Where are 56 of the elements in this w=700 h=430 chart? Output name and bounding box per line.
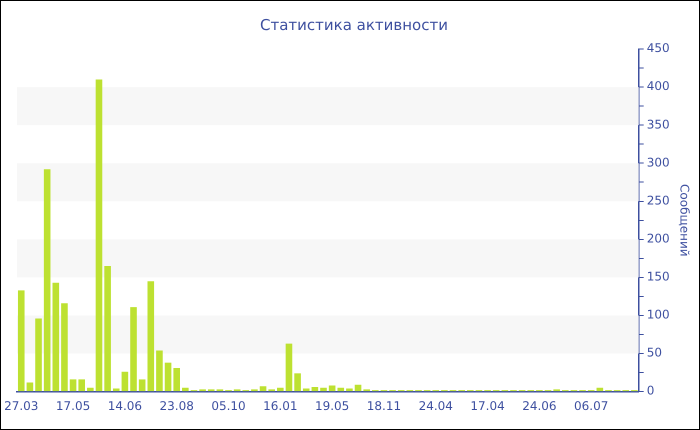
x-tick-label: 14.06 [108, 398, 142, 413]
bar [156, 350, 163, 392]
bar [18, 290, 25, 392]
y-tick-label: 250 [646, 193, 670, 208]
bar [328, 386, 336, 392]
bar [52, 282, 60, 392]
y-tick-label: 200 [646, 231, 670, 246]
bar [182, 388, 189, 392]
bar [104, 266, 111, 392]
x-tick-label: 18.11 [366, 398, 402, 413]
x-tick-label: 24.04 [418, 398, 453, 413]
y-axis-title: Сообщений [678, 184, 692, 257]
x-tick-label: 17.04 [470, 398, 505, 413]
bar [87, 388, 94, 392]
x-tick-label: 24.06 [522, 398, 557, 413]
y-tick-label: 50 [646, 346, 662, 360]
bar [70, 379, 76, 392]
x-tick-label: 27.03 [4, 398, 38, 413]
bar [260, 386, 266, 392]
bar [164, 362, 172, 392]
bar [112, 388, 120, 392]
bar [320, 388, 327, 392]
y-tick-label: 300 [646, 155, 670, 170]
x-tick-label: 17.05 [56, 398, 90, 413]
x-tick-label: 05.10 [211, 398, 246, 413]
y-tick-label: 450 [646, 41, 670, 56]
bar [277, 388, 284, 392]
bar [26, 382, 34, 392]
bar [44, 169, 50, 392]
x-tick-label: 23.08 [160, 398, 194, 413]
bar [294, 373, 301, 392]
bar [35, 318, 42, 392]
bar [173, 368, 180, 392]
bar [138, 379, 146, 392]
y-tick-label: 0 [646, 384, 654, 398]
bar [354, 384, 362, 392]
bar [286, 344, 292, 392]
bar [61, 303, 68, 392]
bar [78, 379, 86, 392]
bar [596, 388, 604, 392]
chart-title: Статистика активности [260, 16, 448, 34]
y-tick-label: 150 [646, 270, 670, 284]
bar [312, 387, 318, 392]
x-tick-label: 19.05 [314, 398, 350, 413]
bar [302, 388, 310, 392]
bar [122, 372, 128, 392]
x-tick-label: 16.01 [263, 398, 298, 413]
y-tick-label: 350 [646, 117, 670, 132]
bar [130, 307, 137, 392]
y-tick-label: 100 [646, 308, 670, 322]
bar [147, 281, 154, 392]
y-tick-label: 400 [646, 79, 670, 94]
bar [96, 79, 102, 392]
bar [337, 388, 344, 392]
x-tick-label: 06.07 [574, 398, 608, 413]
bar [346, 388, 353, 392]
